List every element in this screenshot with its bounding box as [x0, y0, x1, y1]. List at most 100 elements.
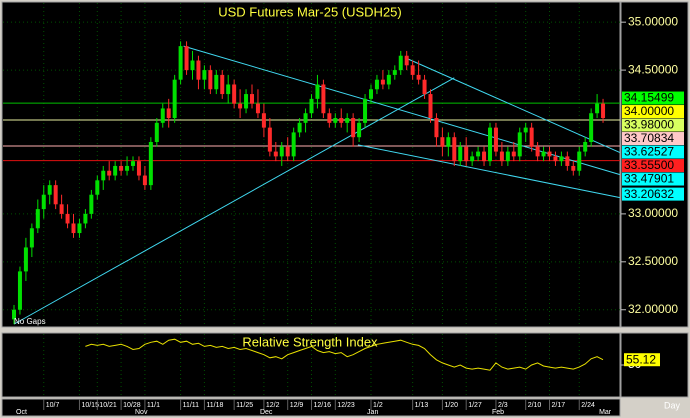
- level-label: 33.98000: [624, 118, 674, 132]
- candle-body: [238, 103, 243, 109]
- candle-body: [142, 175, 147, 186]
- candle-body: [202, 70, 207, 80]
- level-label-box: [622, 118, 684, 132]
- candle-body: [547, 151, 552, 157]
- trendline: [13, 77, 455, 325]
- trendline: [404, 57, 621, 153]
- candle-body: [499, 151, 504, 162]
- candle-body: [493, 127, 498, 152]
- candle-body: [208, 70, 213, 90]
- period-label: Day: [664, 400, 681, 410]
- candle-body: [529, 127, 534, 147]
- candle-body: [523, 127, 528, 133]
- candle-body: [267, 127, 272, 152]
- level-label: 33.20632: [624, 187, 674, 201]
- level-label: 34.00000: [624, 104, 674, 118]
- candle-body: [309, 98, 314, 114]
- x-tick-label: 10/21: [99, 402, 117, 409]
- x-tick-label: 1/20: [444, 402, 458, 409]
- candle-body: [434, 118, 439, 138]
- candle-body: [178, 46, 183, 80]
- level-label: 33.47901: [624, 172, 674, 186]
- candle-body: [136, 161, 141, 176]
- x-tick-label: 10/15: [81, 402, 99, 409]
- x-tick-label: 10/7: [46, 402, 60, 409]
- candle-body: [458, 146, 463, 162]
- candle-body: [65, 213, 70, 224]
- candle-body: [333, 118, 338, 123]
- y-tick-label: 32.50000: [628, 254, 678, 268]
- candle-body: [541, 151, 546, 157]
- candle-body: [577, 151, 582, 171]
- candle-body: [160, 108, 165, 123]
- x-tick-label: 11/11: [183, 402, 200, 409]
- candle-body: [148, 141, 153, 186]
- candle-body: [404, 55, 409, 66]
- candle-body: [553, 156, 558, 162]
- candle-body: [422, 79, 427, 95]
- candle-body: [244, 94, 249, 109]
- candle-body: [440, 137, 445, 147]
- candle-body: [583, 141, 588, 152]
- candle-body: [71, 223, 76, 234]
- x-tick-label: 11/25: [236, 402, 253, 409]
- trendline: [357, 144, 621, 199]
- month-label: Dec: [260, 409, 273, 416]
- candle-body: [279, 146, 284, 157]
- candle-body: [154, 122, 159, 142]
- candle-body: [89, 194, 94, 214]
- candle-body: [17, 271, 22, 310]
- candle-body: [255, 103, 260, 114]
- candle-body: [374, 79, 379, 90]
- candle-body: [250, 94, 255, 104]
- candle-body: [119, 165, 124, 171]
- level-label-box: [622, 172, 684, 186]
- y-tick-label: 33.00000: [628, 206, 678, 220]
- x-tick-label: 1/13: [415, 402, 429, 409]
- rsi-title: Relative Strength Index: [242, 334, 378, 349]
- candle-body: [446, 137, 451, 147]
- candle-body: [285, 146, 290, 157]
- rsi-value-box: [624, 353, 660, 367]
- candle-body: [487, 127, 492, 162]
- x-tick-label: 2/10: [528, 402, 542, 409]
- candle-body: [226, 84, 231, 95]
- x-tick-label: 11/18: [206, 402, 223, 409]
- candle-body: [41, 194, 46, 210]
- x-tick-label: 12/2: [266, 402, 280, 409]
- month-label: Feb: [492, 409, 504, 416]
- candle-body: [482, 151, 487, 162]
- candle-body: [113, 165, 118, 176]
- candle-body: [35, 209, 40, 229]
- candle-body: [363, 98, 368, 123]
- gap-label: No Gaps: [14, 317, 46, 326]
- candle-body: [351, 118, 356, 138]
- month-label: Mar: [599, 409, 612, 416]
- candle-body: [386, 74, 391, 85]
- candle-body: [571, 165, 576, 171]
- candle-body: [345, 118, 350, 123]
- candle-body: [416, 74, 421, 80]
- candle-body: [368, 89, 373, 99]
- candle-body: [565, 156, 570, 166]
- level-label: 34.15499: [624, 91, 674, 105]
- level-label: 33.55500: [624, 158, 674, 172]
- candle-body: [339, 118, 344, 123]
- candle-body: [470, 156, 475, 162]
- level-label: 33.62527: [624, 145, 674, 159]
- month-label: Oct: [16, 409, 27, 416]
- chart-title: USD Futures Mar-25 (USDH25): [218, 4, 402, 19]
- x-tick-label: 12/16: [314, 402, 332, 409]
- candle-body: [273, 151, 278, 157]
- month-label: Jan: [367, 409, 378, 416]
- rsi-line: [85, 338, 604, 371]
- candle-body: [452, 137, 457, 162]
- candle-body: [131, 161, 136, 166]
- candle-body: [261, 113, 266, 128]
- candle-body: [464, 146, 469, 162]
- y-tick-label: 32.00000: [628, 302, 678, 316]
- candle-body: [297, 122, 302, 133]
- candle-body: [428, 94, 433, 119]
- candle-body: [380, 79, 385, 85]
- level-label-box: [622, 145, 684, 159]
